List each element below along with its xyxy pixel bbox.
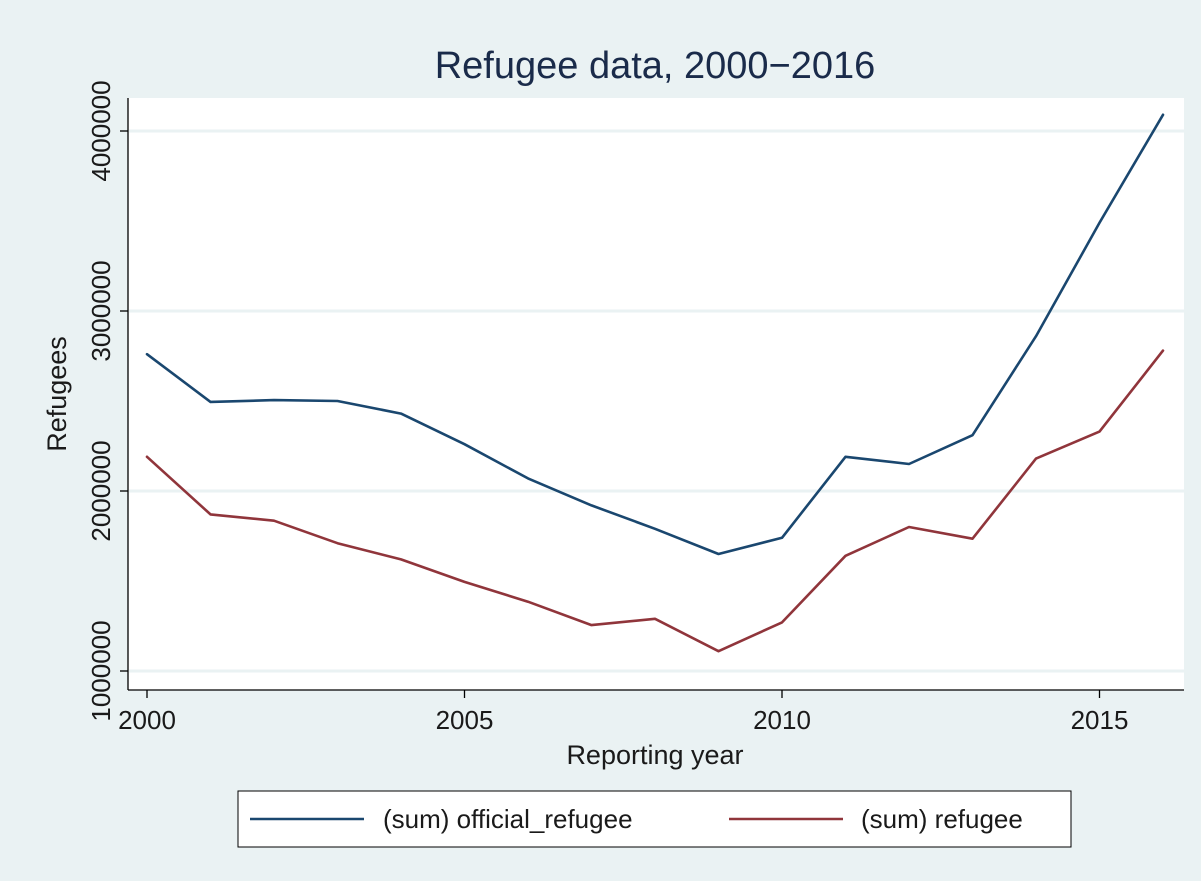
y-axis-ticks: 1000000 2000000 3000000 4000000 (86, 80, 128, 722)
series-lines (145, 113, 1165, 653)
y-tick-label-2: 3000000 (86, 260, 116, 361)
chart-title: Refugee data, 2000−2016 (435, 45, 876, 87)
plot-area (128, 98, 1184, 690)
y-tick-label-1: 2000000 (86, 440, 116, 541)
x-axis-ticks: 2000 2005 2010 2015 (118, 690, 1128, 735)
legend: (sum) official_refugee (sum) refugee (237, 790, 1072, 848)
legend-label-1: (sum) refugee (861, 804, 1023, 834)
x-tick-label-0: 2000 (118, 705, 176, 735)
y-tick-label-3: 4000000 (86, 80, 116, 181)
legend-box (237, 790, 1072, 848)
series-line-0 (145, 113, 1165, 556)
x-tick-label-3: 2015 (1071, 705, 1129, 735)
legend-entries: (sum) official_refugee (sum) refugee (250, 804, 1023, 834)
x-tick-label-2: 2010 (753, 705, 811, 735)
y-axis-title: Refugees (42, 336, 72, 452)
x-axis-title: Reporting year (566, 740, 743, 770)
y-tick-label-0: 1000000 (86, 620, 116, 721)
legend-label-0: (sum) official_refugee (383, 804, 633, 834)
series-line-1 (145, 349, 1165, 653)
gridlines (129, 129, 1184, 673)
x-tick-label-1: 2005 (436, 705, 494, 735)
